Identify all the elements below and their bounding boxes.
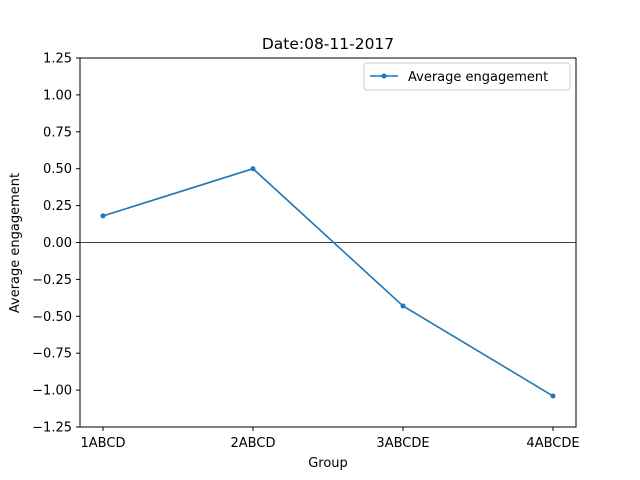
x-axis-label: Group — [308, 456, 348, 471]
plot-area — [79, 57, 577, 428]
x-axis: 1ABCD 2ABCD 3ABCDE 4ABCDE — [81, 427, 580, 451]
y-tick-label: −0.75 — [32, 347, 72, 362]
legend: Average engagement — [363, 62, 571, 91]
y-tick-label: 1.00 — [43, 88, 72, 103]
legend-frame — [363, 62, 571, 91]
y-tick-label: −1.25 — [32, 421, 72, 436]
y-tick-label: 0.25 — [43, 199, 72, 214]
chart-title: Date:08-11-2017 — [262, 35, 394, 53]
y-axis-label: Average engagement — [8, 173, 23, 313]
data-point — [250, 166, 256, 172]
y-axis: −1.25 −1.00 −0.75 −0.50 −0.25 0.00 0.25 0.50 0.7… — [32, 52, 80, 436]
data-point — [550, 393, 556, 399]
y-tick-label: −1.00 — [32, 384, 72, 399]
x-tick-label: 2ABCD — [231, 436, 276, 451]
y-tick-label: −0.25 — [32, 273, 72, 288]
x-tick-label: 3ABCDE — [376, 436, 429, 451]
legend-marker-icon — [381, 73, 387, 79]
y-tick-label: 0.75 — [43, 125, 72, 140]
data-point — [400, 303, 406, 309]
data-point — [100, 213, 106, 219]
y-tick-label: 0.50 — [43, 162, 72, 177]
x-tick-label: 4ABCDE — [526, 436, 579, 451]
x-tick-label: 1ABCD — [81, 436, 126, 451]
y-tick-label: 0.00 — [43, 236, 72, 251]
legend-entry: Average engagement — [408, 70, 548, 85]
series-layer — [100, 166, 556, 399]
series-line — [102, 167, 554, 397]
y-tick-label: 1.25 — [43, 52, 72, 67]
y-tick-label: −0.50 — [32, 310, 72, 325]
